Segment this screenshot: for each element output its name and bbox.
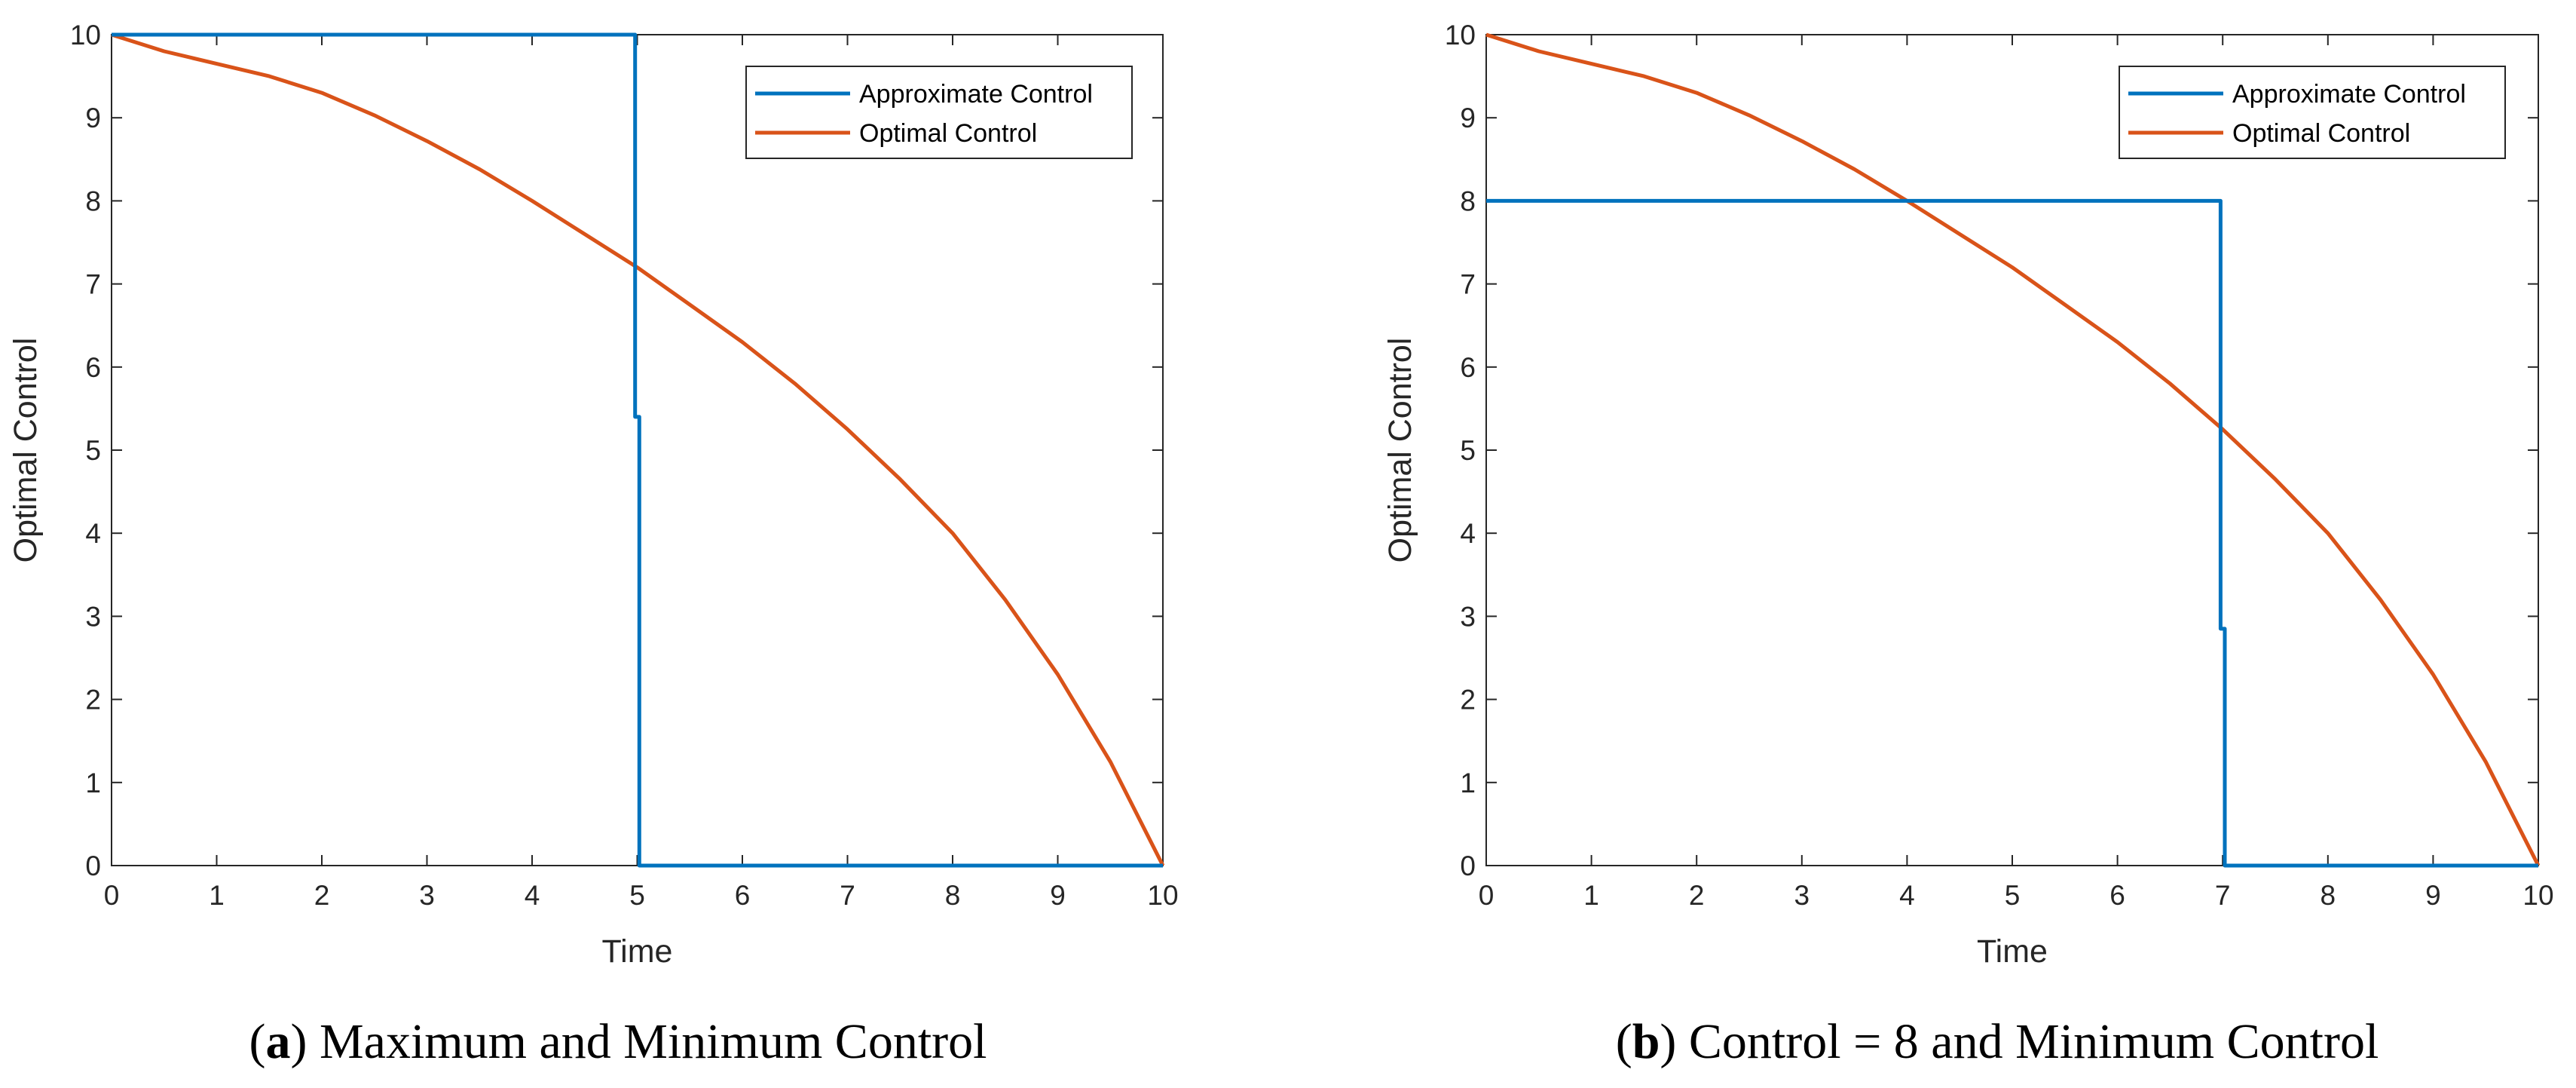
chart-b-y-tick-label: 1 (1460, 768, 1476, 798)
chart-b-x-tick-label: 8 (2321, 880, 2336, 911)
chart-b-y-tick-label: 10 (1445, 20, 1476, 51)
chart-b-x-tick-label: 10 (2522, 880, 2553, 911)
chart-b-y-tick-label: 0 (1460, 850, 1476, 881)
chart-a-legend-label-optimal-control: Optimal Control (859, 119, 1037, 148)
chart-b-y-tick-label: 7 (1460, 269, 1476, 300)
chart-b-legend-box (2119, 66, 2506, 159)
chart-a-x-tick-label: 0 (104, 880, 120, 911)
chart-b-legend-label-approximate-control: Approximate Control (2232, 80, 2466, 109)
chart-b-caption-id: b (1632, 1014, 1660, 1069)
chart-b-x-tick-label: 9 (2425, 880, 2441, 911)
chart-a-y-tick-label: 5 (85, 435, 101, 466)
chart-a-y-tick-label: 3 (85, 601, 101, 632)
chart-a-x-tick-label: 2 (314, 880, 330, 911)
chart-b-x-tick-label: 0 (1479, 880, 1495, 911)
chart-b-x-tick-label: 5 (2005, 880, 2021, 911)
chart-b-x-tick-label: 6 (2109, 880, 2125, 911)
chart-b-legend-label-optimal-control: Optimal Control (2232, 119, 2410, 148)
chart-a-series-approximate-control (112, 32, 1163, 868)
chart-a-y-tick-label: 1 (85, 768, 101, 798)
chart-b-x-tick-label: 1 (1583, 880, 1599, 911)
chart-b-y-tick-label: 2 (1460, 685, 1476, 716)
chart-a-legend: Approximate Control Optimal Control (745, 66, 1133, 159)
chart-a-y-tick-label: 10 (70, 20, 101, 51)
chart-b-y-tick-label: 3 (1460, 601, 1476, 632)
chart-a-series-optimal-control (111, 32, 1165, 867)
chart-b-plot-area (1485, 34, 2539, 866)
chart-b-y-tick-label: 4 (1460, 518, 1476, 549)
chart-b-series-approximate-control (1486, 198, 2538, 868)
chart-a: 0 1 2 3 4 5 6 7 8 9 10 0 1 2 3 4 5 6 7 8 9 10 Time Optimal Cont… (8, 20, 1179, 1069)
chart-a-y-axis-label: Optimal Control (8, 338, 44, 563)
chart-b-x-tick-label: 7 (2215, 880, 2231, 911)
chart-b-caption-text: Control = 8 and Minimum Control (1689, 1014, 2379, 1069)
chart-b-legend: Approximate Control Optimal Control (2119, 66, 2506, 159)
chart-a-x-tick-label: 4 (525, 880, 540, 911)
chart-a-x-axis-label: Time (602, 933, 673, 970)
chart-a-caption: (a) Maximum and Minimum Control (249, 1014, 987, 1069)
chart-a-y-tick-label: 0 (85, 850, 101, 881)
chart-a-y-tick-label: 4 (85, 518, 101, 549)
chart-a-x-tick-label: 3 (419, 880, 435, 911)
chart-a-caption-id: a (266, 1014, 291, 1069)
chart-a-x-tick-label: 8 (945, 880, 961, 911)
chart-b-caption: (b) Control = 8 and Minimum Control (1616, 1014, 2379, 1069)
chart-a-x-tick-label: 9 (1050, 880, 1066, 911)
chart-a-y-tick-label: 8 (85, 185, 101, 216)
chart-b-x-tick-label: 2 (1689, 880, 1705, 911)
chart-a-x-tick-label: 10 (1147, 880, 1178, 911)
chart-a-caption-text: Maximum and Minimum Control (320, 1014, 987, 1069)
chart-b-x-tick-label: 4 (1899, 880, 1915, 911)
chart-a-y-tick-label: 9 (85, 103, 101, 133)
chart-a-legend-box (745, 66, 1133, 159)
chart-a-legend-label-approximate-control: Approximate Control (859, 80, 1093, 109)
chart-b-y-tick-label: 9 (1460, 103, 1476, 133)
chart-a-y-tick-label: 7 (85, 269, 101, 300)
chart-a-plot-area (111, 34, 1164, 866)
chart-b-x-axis-label: Time (1977, 933, 2048, 970)
chart-a-x-tick-label: 1 (209, 880, 225, 911)
chart-a-x-tick-label: 5 (629, 880, 645, 911)
chart-b-y-tick-label: 6 (1460, 352, 1476, 383)
chart-b-x-tick-label: 3 (1794, 880, 1810, 911)
chart-b-y-tick-label: 8 (1460, 185, 1476, 216)
chart-a-x-tick-label: 6 (735, 880, 751, 911)
chart-b-y-axis-label: Optimal Control (1382, 338, 1418, 563)
chart-b-series-optimal-control (1485, 32, 2541, 867)
chart-b-y-tick-label: 5 (1460, 435, 1476, 466)
chart-a-y-tick-label: 2 (85, 685, 101, 716)
chart-b: 0 1 2 3 4 5 6 7 8 9 10 0 1 2 3 4 5 6 7 8 9 10 Time Optimal Cont… (1382, 20, 2554, 1069)
chart-a-x-tick-label: 7 (840, 880, 855, 911)
chart-a-y-tick-label: 6 (85, 352, 101, 383)
